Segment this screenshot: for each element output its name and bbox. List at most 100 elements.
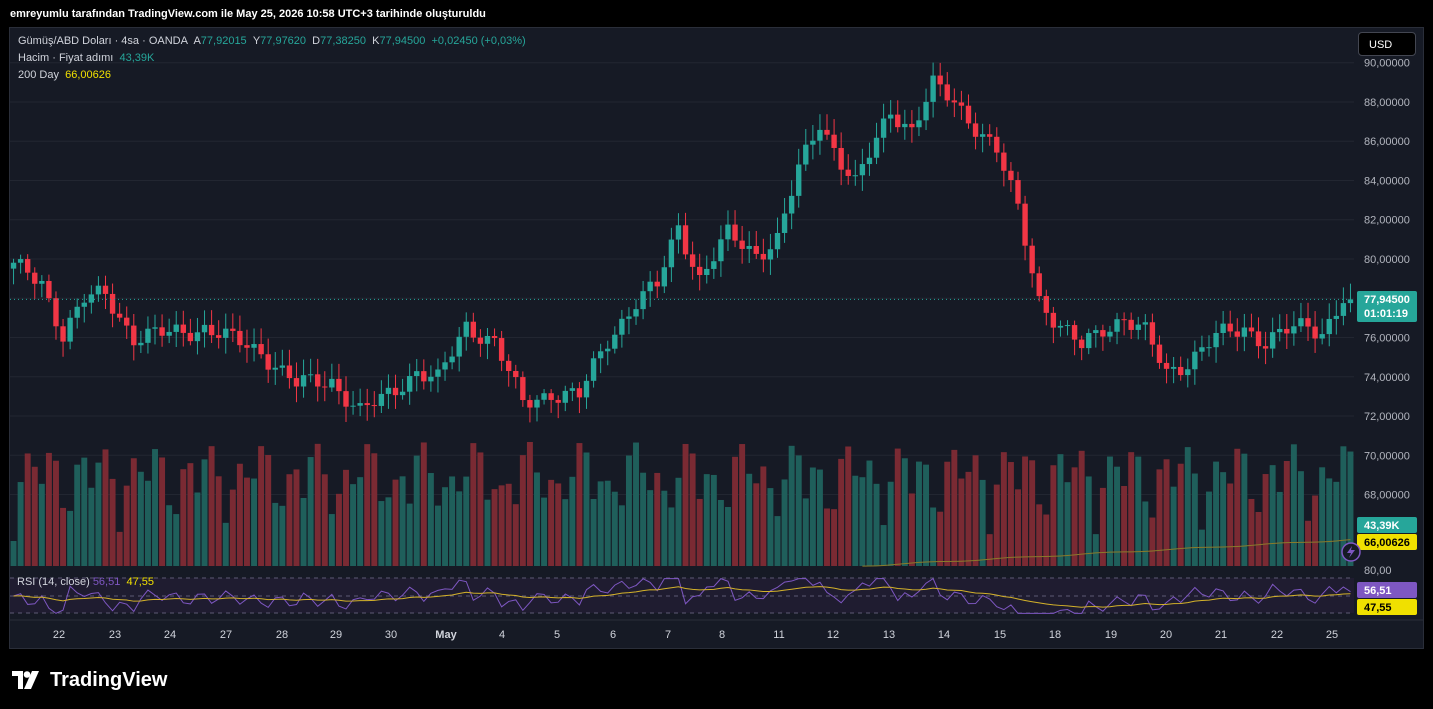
candle-body	[951, 100, 958, 103]
time-tick-label: 15	[994, 629, 1006, 641]
candle-body	[1163, 362, 1170, 369]
candle-body	[272, 367, 278, 370]
volume-bar	[675, 477, 682, 566]
volume-bar	[31, 466, 38, 566]
price-tick-label: 68,00000	[1364, 490, 1410, 502]
volume-bar	[286, 474, 293, 566]
volume-bar	[682, 443, 689, 566]
candle-body	[463, 321, 469, 337]
candle-body	[456, 336, 462, 357]
candle-body	[796, 164, 802, 196]
tradingview-logo[interactable]: TradingView	[12, 667, 167, 693]
candle-body	[32, 272, 38, 284]
ma-legend[interactable]: 200 Day 66,00626	[18, 69, 111, 81]
time-tick-label: 14	[938, 629, 950, 641]
candle-body	[145, 328, 151, 343]
volume-bar	[130, 458, 137, 566]
candle-body	[1050, 312, 1057, 328]
candle-body	[1347, 299, 1354, 304]
candle-body	[88, 294, 95, 303]
svg-text:47,55: 47,55	[1364, 602, 1392, 614]
candle-body	[1255, 331, 1262, 347]
symbol-legend: Gümüş/ABD Doları · 4sa · OANDA A77,92015…	[18, 35, 526, 47]
volume-bar	[717, 499, 724, 566]
volume-bar	[1213, 461, 1220, 566]
volume-bar	[1269, 465, 1276, 566]
volume-bar	[236, 463, 243, 566]
candle-body	[506, 360, 512, 371]
svg-text:43,39K: 43,39K	[1364, 520, 1400, 532]
volume-bar	[229, 489, 236, 566]
candle-body	[619, 318, 625, 335]
volume-bar	[208, 446, 215, 566]
candle-body	[237, 330, 243, 346]
volume-bar	[350, 484, 357, 566]
volume-bar	[604, 480, 611, 566]
volume-bar	[1326, 478, 1333, 566]
candle-body	[1043, 296, 1049, 313]
volume-bar	[420, 442, 427, 566]
candle-body	[916, 120, 922, 128]
candle-body	[739, 240, 745, 249]
candle-body	[1036, 273, 1042, 297]
volume-bar	[321, 474, 328, 566]
candle-body	[138, 342, 144, 346]
volume-bar	[109, 478, 116, 566]
alert-lightning-icon	[1341, 542, 1361, 562]
candle-body	[435, 369, 441, 377]
candle-body	[562, 390, 568, 403]
candle-body	[781, 213, 788, 233]
volume-bar	[442, 487, 449, 566]
time-tick-label: 30	[385, 629, 397, 641]
price-tick-label: 80,00000	[1364, 254, 1410, 266]
volume-bar	[399, 476, 406, 566]
volume-bar	[696, 498, 703, 566]
rsi-legend[interactable]: RSI (14, close) 56,51 47,55	[17, 576, 154, 588]
rsi-ma-line	[13, 586, 1351, 608]
candle-body	[605, 348, 611, 352]
candle-body	[223, 328, 229, 338]
candle-body	[753, 245, 759, 254]
change-value: +0,02450 (+0,03%)	[431, 35, 526, 47]
volume-bar	[972, 455, 979, 566]
candle-body	[1121, 319, 1127, 321]
candle-body	[300, 375, 307, 387]
time-tick-label: 6	[610, 629, 616, 641]
candle-body	[1234, 331, 1240, 337]
volume-bar	[901, 458, 908, 566]
candle-body	[824, 129, 830, 135]
volume-bar	[427, 473, 434, 566]
candle-body	[244, 345, 250, 348]
candle-body	[852, 175, 858, 177]
candle-body	[60, 326, 66, 342]
time-tick-label: 7	[665, 629, 671, 641]
volume-bar	[1319, 467, 1326, 566]
volume-bar	[894, 448, 901, 566]
price-tick-label: 90,00000	[1364, 58, 1410, 70]
candle-body	[965, 105, 972, 124]
volume-bar	[788, 445, 795, 566]
volume-bar	[746, 473, 753, 566]
volume-bar	[576, 443, 583, 566]
volume-bar	[1071, 467, 1078, 566]
candle-body	[725, 224, 731, 240]
candle-body	[201, 324, 208, 333]
volume-legend[interactable]: Hacim · Fiyat adımı 43,39K	[18, 52, 155, 64]
volume-tag: 43,39K	[1357, 517, 1417, 533]
candle-body	[1192, 351, 1198, 370]
volume-bar	[1220, 472, 1227, 566]
candle-body	[329, 378, 335, 388]
candle-body	[180, 324, 186, 333]
candle-body	[746, 245, 752, 249]
volume-bar	[519, 455, 526, 566]
candle-body	[534, 399, 540, 408]
volume-bar	[406, 503, 413, 566]
currency-button[interactable]: USD	[1358, 32, 1416, 56]
candle-body	[194, 332, 201, 342]
time-tick-label: 19	[1105, 629, 1117, 641]
volume-bar	[1036, 504, 1043, 566]
symbol-name[interactable]: Gümüş/ABD Doları · 4sa · OANDA	[18, 35, 188, 47]
close-value: 77,94500	[379, 35, 426, 47]
volume-bar	[1156, 469, 1163, 566]
